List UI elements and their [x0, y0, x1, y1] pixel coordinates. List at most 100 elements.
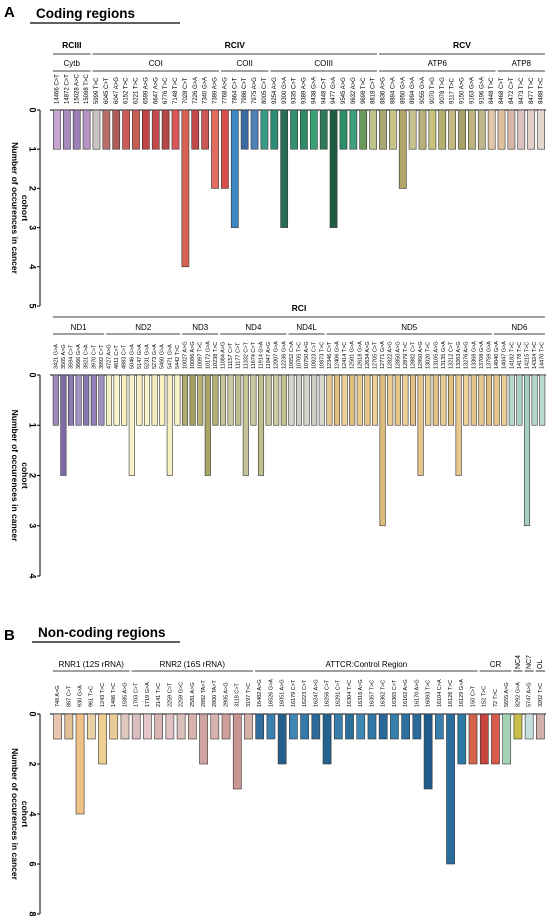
bar: [341, 374, 348, 426]
category-label: 8994 G>A: [410, 77, 416, 104]
bar: [211, 109, 219, 189]
category-label: 7226 G>A: [193, 77, 199, 104]
bar: [92, 109, 101, 150]
bar: [371, 374, 379, 426]
bar: [447, 374, 455, 426]
category-label: 2259 C>T: [167, 682, 173, 707]
category-label: 11084 A>G: [220, 342, 226, 369]
category-label: 12236 G>A: [281, 341, 287, 369]
category-label: 1585 A>G: [122, 682, 128, 707]
bar: [300, 713, 309, 740]
bar: [204, 374, 211, 476]
category-label: 5231 G>A: [144, 344, 150, 369]
category-label: 4811 C>T: [114, 344, 120, 369]
category-label: 7389 A>G: [213, 77, 219, 104]
bar: [440, 374, 447, 426]
bar: [151, 109, 160, 150]
category-label: 12414 T>C: [342, 342, 348, 369]
y-tick-label: 0: [28, 107, 38, 112]
category-label: 14047 G>A: [502, 341, 508, 369]
category-label: 13263 A>G: [456, 341, 462, 369]
category-label: 15098 T>C: [84, 74, 90, 104]
category-label: 11157 C>T: [228, 342, 234, 369]
category-label: 16129 G>A: [459, 679, 465, 707]
bar: [154, 713, 164, 740]
bar: [303, 374, 310, 426]
bar: [165, 713, 175, 740]
complex-label: RCV: [453, 40, 471, 50]
category-label: 12771 G>A: [380, 341, 386, 369]
category-label: 10238 T>C: [213, 342, 219, 369]
bar: [131, 713, 141, 740]
bar: [487, 109, 496, 150]
category-label: 5442 T>C: [175, 345, 181, 369]
category-label: 9335 C>T: [292, 77, 298, 104]
category-label: 10750 A>G: [304, 341, 310, 369]
bar: [364, 374, 371, 426]
category-label: 2800 TA>T: [212, 680, 218, 707]
bar: [174, 374, 181, 426]
category-label: 152 T>C: [482, 686, 488, 707]
category-label: 12346 C>T: [327, 341, 333, 369]
bar: [181, 109, 190, 268]
bar: [457, 713, 467, 765]
category-label: 8950 G>A: [400, 77, 406, 104]
category-label: 10705 T>C: [296, 342, 302, 369]
category-label: 5471 G>A: [167, 344, 173, 369]
y-tick-label: 4: [28, 811, 38, 816]
bar: [523, 374, 531, 527]
bar: [210, 713, 220, 740]
bar: [387, 374, 394, 426]
bar: [311, 374, 318, 426]
y-axis-label-line2: cohort: [20, 195, 30, 222]
bar: [64, 713, 74, 740]
category-label: 11914 G>A: [258, 341, 264, 369]
bar: [176, 713, 186, 740]
gene-label: COII: [236, 59, 252, 68]
bar: [468, 109, 476, 150]
category-label: 16365 C>T: [392, 679, 398, 707]
category-label: 1486 T>C: [111, 683, 117, 707]
category-label: 8448 T>C: [489, 77, 495, 104]
category-label: 16170 A>G: [414, 679, 420, 707]
complex-label: RCIII: [62, 40, 81, 50]
category-label: 8472 C>T: [509, 77, 515, 104]
category-label: 3594 C>T: [68, 344, 74, 369]
category-label: 9070 T>G: [430, 77, 436, 104]
category-label: 11674 C>T: [251, 341, 257, 369]
bar: [86, 713, 96, 740]
category-label: 16179 C>T: [291, 679, 297, 707]
bar: [369, 109, 377, 150]
category-label: 6776 T>C: [163, 77, 169, 104]
bar: [112, 109, 121, 150]
category-label: 16162 A>G: [403, 679, 409, 707]
bar: [240, 109, 249, 150]
bar: [402, 374, 409, 426]
bar: [136, 374, 143, 426]
bar: [221, 109, 229, 189]
bar: [378, 713, 388, 740]
bar: [67, 374, 75, 426]
y-tick-label: 2: [28, 761, 38, 766]
category-label: 3666 G>A: [76, 344, 82, 369]
category-label: 3197 T>C: [246, 683, 252, 707]
bar: [98, 713, 107, 765]
y-tick-label: 1: [28, 423, 38, 428]
category-label: 16247 A>G: [313, 679, 319, 707]
category-label: 5655 A>G: [504, 682, 510, 707]
category-label: 14215 T>C: [524, 342, 530, 369]
bar: [438, 109, 447, 150]
bar: [394, 374, 401, 426]
bar: [277, 713, 287, 765]
category-label: 3421 G>A: [53, 344, 59, 369]
bar: [197, 374, 204, 426]
category-label: 8477 T>C: [529, 77, 535, 104]
bar: [122, 109, 130, 150]
y-axis-label-line2: cohort: [20, 801, 30, 828]
bar: [485, 374, 493, 426]
bar: [295, 374, 303, 426]
category-label: 5147 G>A: [137, 344, 143, 369]
category-label: 9196 G>A: [479, 77, 485, 104]
category-label: 9078 T>G: [440, 77, 446, 104]
bar: [187, 713, 197, 740]
